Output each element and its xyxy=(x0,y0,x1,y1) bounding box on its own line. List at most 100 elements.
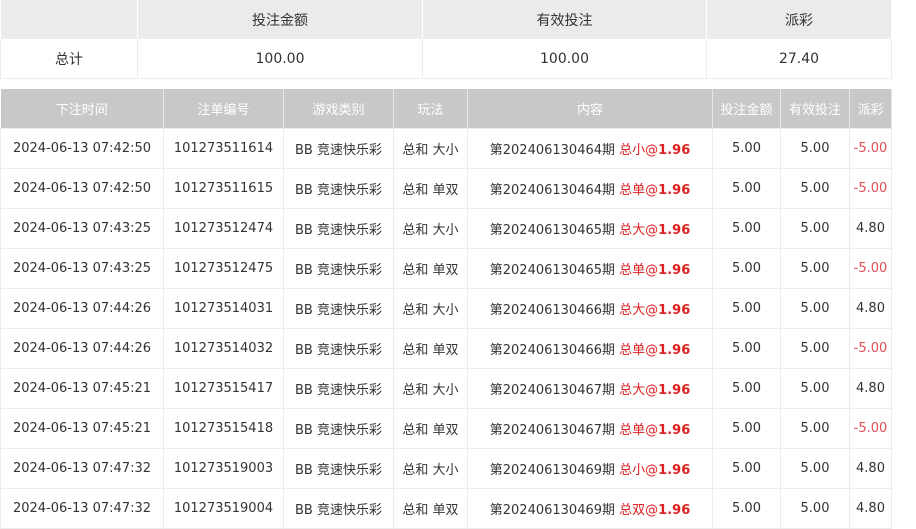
odds-separator: @ xyxy=(645,383,659,398)
bet-amount: 5.00 xyxy=(712,288,781,329)
bet-time: 2024-06-13 07:47:32 xyxy=(0,448,164,489)
column-header-game[interactable]: 游戏类别 xyxy=(283,89,394,129)
pick: 总单 xyxy=(619,263,646,278)
column-header-time[interactable]: 下注时间 xyxy=(0,89,164,129)
valid-bet: 5.00 xyxy=(780,288,850,329)
summary-table: 投注金额 有效投注 派彩 总计 100.00 100.00 27.40 xyxy=(0,0,892,79)
odds: 1.96 xyxy=(658,423,691,438)
play-type: 总和 单双 xyxy=(393,488,468,529)
odds-separator: @ xyxy=(645,183,659,198)
summary-header-bet: 投注金额 xyxy=(137,0,423,39)
pick: 总单 xyxy=(619,423,646,438)
bet-content: 第202406130465期 总大@1.96 xyxy=(467,208,713,249)
column-header-payout[interactable]: 派彩 xyxy=(849,89,892,129)
bet-amount: 5.00 xyxy=(712,248,781,289)
payout: -5.00 xyxy=(849,168,892,209)
bet-id: 101273515418 xyxy=(163,408,284,449)
period: 第202406130467期 xyxy=(489,423,616,438)
summary-bet: 100.00 xyxy=(137,39,423,79)
payout: 4.80 xyxy=(849,488,892,529)
payout: 4.80 xyxy=(849,368,892,409)
odds: 1.96 xyxy=(658,303,691,318)
table-row: 2024-06-13 07:47:32 101273519004 BB 竞速快乐彩总… xyxy=(0,488,892,529)
period: 第202406130467期 xyxy=(489,383,616,398)
period: 第202406130466期 xyxy=(489,343,616,358)
bet-content: 第202406130466期 总单@1.96 xyxy=(467,328,713,369)
odds-separator: @ xyxy=(645,263,659,278)
summary-label: 总计 xyxy=(0,39,138,79)
valid-bet: 5.00 xyxy=(780,368,850,409)
bet-content: 第202406130464期 总小@1.96 xyxy=(467,128,713,169)
valid-bet: 5.00 xyxy=(780,328,850,369)
period: 第202406130464期 xyxy=(489,183,616,198)
bet-id: 101273514032 xyxy=(163,328,284,369)
play-type: 总和 大小 xyxy=(393,448,468,489)
valid-bet: 5.00 xyxy=(780,448,850,489)
odds: 1.96 xyxy=(658,183,691,198)
column-header-id[interactable]: 注单编号 xyxy=(163,89,284,129)
game-type: BB 竞速快乐彩 xyxy=(283,288,394,329)
bet-id: 101273515417 xyxy=(163,368,284,409)
pick: 总大 xyxy=(619,303,646,318)
play-type: 总和 大小 xyxy=(393,288,468,329)
bet-id: 101273512475 xyxy=(163,248,284,289)
valid-bet: 5.00 xyxy=(780,248,850,289)
summary-header-payout: 派彩 xyxy=(706,0,892,39)
game-type: BB 竞速快乐彩 xyxy=(283,168,394,209)
column-header-valid[interactable]: 有效投注 xyxy=(780,89,850,129)
bet-amount: 5.00 xyxy=(712,328,781,369)
odds: 1.96 xyxy=(658,143,691,158)
period: 第202406130466期 xyxy=(489,303,616,318)
summary-header: 投注金额 有效投注 派彩 xyxy=(0,0,892,39)
odds-separator: @ xyxy=(645,343,659,358)
table-header: 下注时间 注单编号 游戏类别 玩法 内容 投注金额 有效投注 派彩 xyxy=(0,89,892,129)
odds-separator: @ xyxy=(645,303,659,318)
summary-valid: 100.00 xyxy=(422,39,707,79)
payout: -5.00 xyxy=(849,248,892,289)
table-row: 2024-06-13 07:42:50 101273511615 BB 竞速快乐彩总… xyxy=(0,168,892,209)
odds-separator: @ xyxy=(645,223,659,238)
odds: 1.96 xyxy=(658,463,691,478)
column-header-content[interactable]: 内容 xyxy=(467,89,713,129)
payout: -5.00 xyxy=(849,128,892,169)
bet-amount: 5.00 xyxy=(712,488,781,529)
odds: 1.96 xyxy=(658,343,691,358)
payout: -5.00 xyxy=(849,408,892,449)
game-type: BB 竞速快乐彩 xyxy=(283,328,394,369)
odds: 1.96 xyxy=(658,383,691,398)
bet-amount: 5.00 xyxy=(712,168,781,209)
valid-bet: 5.00 xyxy=(780,488,850,529)
summary-row: 总计 100.00 100.00 27.40 xyxy=(0,39,892,79)
bet-id: 101273511615 xyxy=(163,168,284,209)
column-header-play[interactable]: 玩法 xyxy=(393,89,468,129)
play-type: 总和 单双 xyxy=(393,408,468,449)
bet-id: 101273511614 xyxy=(163,128,284,169)
summary-header-valid: 有效投注 xyxy=(422,0,707,39)
odds-separator: @ xyxy=(645,143,659,158)
column-header-bet[interactable]: 投注金额 xyxy=(712,89,781,129)
pick: 总大 xyxy=(619,383,646,398)
bet-amount: 5.00 xyxy=(712,408,781,449)
bet-content: 第202406130466期 总大@1.96 xyxy=(467,288,713,329)
table-row: 2024-06-13 07:44:26 101273514032 BB 竞速快乐彩总… xyxy=(0,328,892,369)
odds: 1.96 xyxy=(658,263,691,278)
bet-id: 101273519004 xyxy=(163,488,284,529)
play-type: 总和 大小 xyxy=(393,128,468,169)
table-row: 2024-06-13 07:44:26 101273514031 BB 竞速快乐彩总… xyxy=(0,288,892,329)
game-type: BB 竞速快乐彩 xyxy=(283,128,394,169)
odds-separator: @ xyxy=(645,463,659,478)
table-row: 2024-06-13 07:42:50 101273511614 BB 竞速快乐彩总… xyxy=(0,128,892,169)
payout: 4.80 xyxy=(849,208,892,249)
bet-time: 2024-06-13 07:44:26 xyxy=(0,288,164,329)
period: 第202406130464期 xyxy=(489,143,616,158)
pick: 总大 xyxy=(619,223,646,238)
period: 第202406130465期 xyxy=(489,223,616,238)
pick: 总单 xyxy=(619,343,646,358)
pick: 总单 xyxy=(619,183,646,198)
bet-id: 101273514031 xyxy=(163,288,284,329)
payout: 4.80 xyxy=(849,288,892,329)
pick: 总小 xyxy=(619,143,646,158)
bet-amount: 5.00 xyxy=(712,128,781,169)
summary-header-blank xyxy=(0,0,138,39)
play-type: 总和 单双 xyxy=(393,248,468,289)
